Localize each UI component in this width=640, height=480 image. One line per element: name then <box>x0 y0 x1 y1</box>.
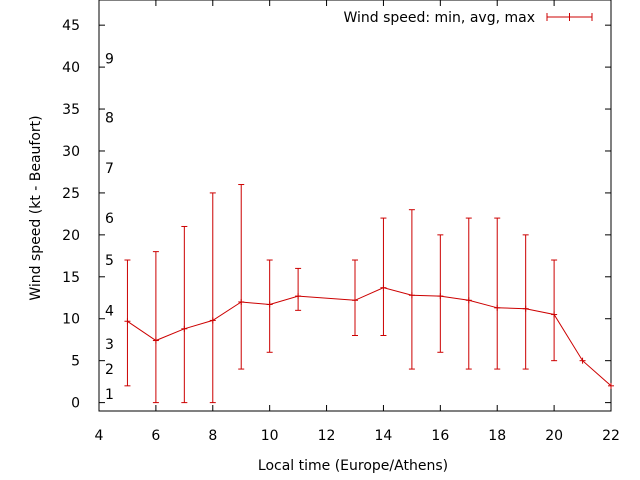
y-tick-label: 25 <box>62 186 80 202</box>
y-tick-label: 30 <box>62 144 80 160</box>
x-tick-label: 20 <box>545 428 563 444</box>
average-wind-line <box>127 287 612 387</box>
x-tick-label: 6 <box>151 428 160 444</box>
beaufort-label: 2 <box>105 362 114 378</box>
beaufort-label: 6 <box>105 211 114 227</box>
x-tick-label: 14 <box>375 428 393 444</box>
beaufort-label: 8 <box>105 110 114 126</box>
beaufort-label: 3 <box>105 337 114 353</box>
beaufort-label: 4 <box>105 303 114 319</box>
y-tick-label: 35 <box>62 102 80 118</box>
y-tick-label: 40 <box>62 60 80 76</box>
y-axis-label: Wind speed (kt - Beaufort) <box>28 115 44 300</box>
x-tick-label: 4 <box>95 428 104 444</box>
beaufort-label: 5 <box>105 253 114 269</box>
x-tick-label: 16 <box>431 428 449 444</box>
y-tick-label: 20 <box>62 228 80 244</box>
x-axis-label: Local time (Europe/Athens) <box>258 458 448 474</box>
x-axis-ticks: 4 6 8 10 12 14 16 18 20 22 <box>95 0 620 444</box>
legend-label: Wind speed: min, avg, max <box>343 10 535 26</box>
x-tick-label: 8 <box>208 428 217 444</box>
y-tick-label: 15 <box>62 270 80 286</box>
legend: Wind speed: min, avg, max <box>343 10 593 26</box>
beaufort-label: 1 <box>105 387 114 403</box>
x-tick-label: 22 <box>602 428 620 444</box>
beaufort-label: 9 <box>105 52 114 68</box>
y-tick-label: 45 <box>62 18 80 34</box>
y-tick-label: 10 <box>62 312 80 328</box>
average-points <box>124 284 614 389</box>
x-tick-label: 12 <box>318 428 336 444</box>
x-tick-label: 18 <box>488 428 506 444</box>
plot-frame <box>98 0 612 412</box>
y-tick-label: 0 <box>71 396 80 412</box>
beaufort-label: 7 <box>105 161 114 177</box>
beaufort-scale-labels: 1 2 3 4 5 6 7 8 9 <box>105 52 114 404</box>
error-bars <box>124 184 558 404</box>
y-tick-label: 5 <box>71 354 80 370</box>
x-tick-label: 10 <box>261 428 279 444</box>
